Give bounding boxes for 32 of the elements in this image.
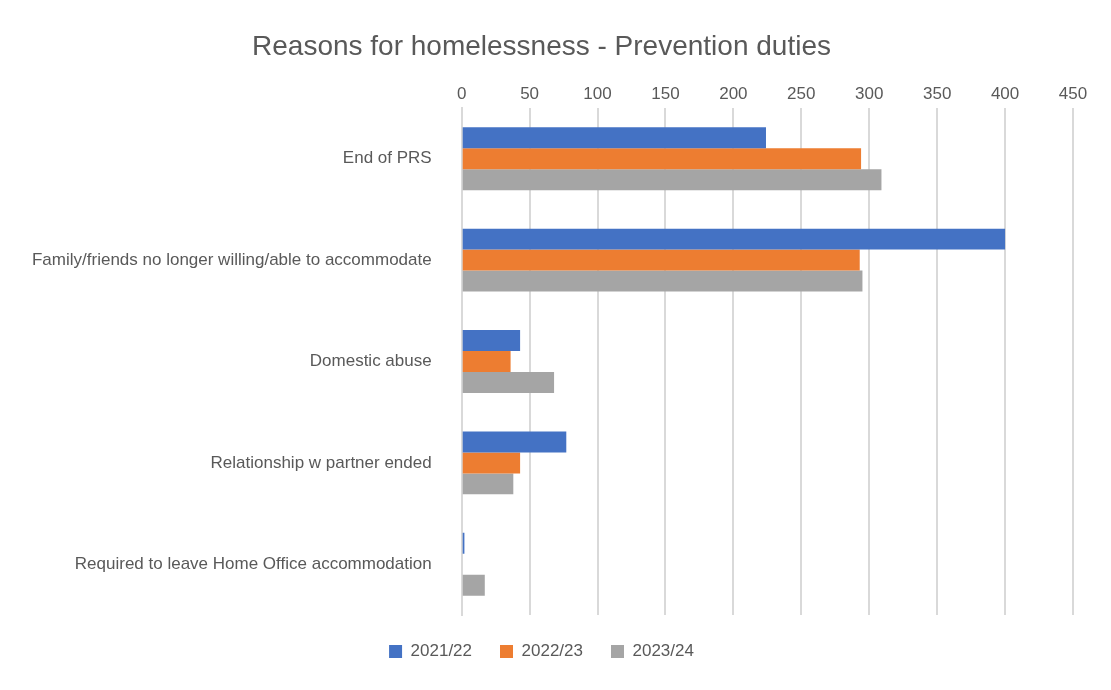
x-tick-label: 250 [787,84,816,104]
bar [462,351,511,372]
legend-label: 2021/22 [410,641,473,661]
x-tick-label: 0 [456,84,467,104]
legend-label: 2023/24 [632,641,694,661]
y-tick-label: Relationship w partner ended [210,452,432,472]
bar [462,127,766,149]
x-tick-label: 350 [922,84,952,104]
bar [462,371,555,393]
bar [462,452,521,474]
bar [462,169,882,191]
bar [462,249,860,271]
x-tick-label: 450 [1058,84,1088,104]
x-tick-label: 200 [719,84,748,104]
bar [462,228,1006,250]
bar [462,270,863,292]
bar [462,148,862,170]
y-tick-label: End of PRS [342,148,432,168]
x-tick-label: 50 [520,84,540,104]
bar [462,330,521,352]
chart-title: Reasons for homelessness - Prevention duties [252,29,831,61]
y-tick-label: Domestic abuse [309,351,432,371]
legend-label: 2022/23 [521,641,583,661]
x-tick-label: 100 [583,84,612,104]
bar [462,431,567,453]
x-tick-label: 300 [855,84,884,104]
y-tick-label: Family/friends no longer willing/able to accommodate [31,249,432,269]
bar [462,574,485,596]
y-tick-label: Required to leave Home Office accommodation [74,553,432,573]
x-tick-label: 400 [990,84,1020,104]
bar [462,473,514,495]
x-tick-label: 150 [651,84,680,104]
